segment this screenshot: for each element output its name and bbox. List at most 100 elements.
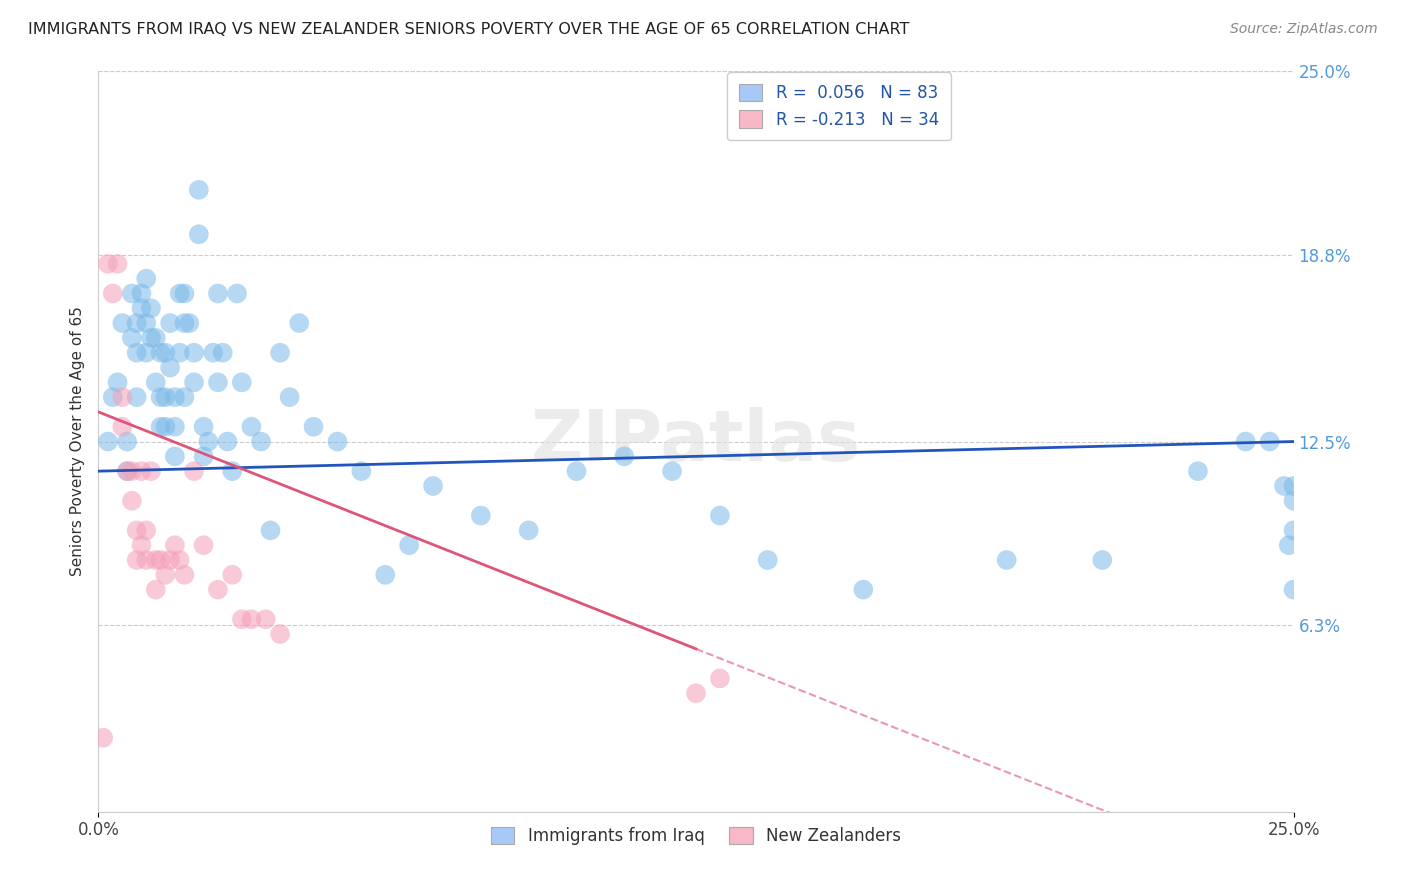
Point: [517, 524, 540, 538]
Point: [169, 286, 191, 301]
Point: [173, 390, 195, 404]
Point: [173, 316, 195, 330]
Point: [709, 672, 731, 686]
Point: [1282, 493, 1305, 508]
Point: [155, 419, 177, 434]
Point: [254, 612, 277, 626]
Point: [661, 464, 683, 478]
Point: [135, 524, 157, 538]
Point: [183, 464, 205, 478]
Point: [155, 567, 177, 582]
Point: [135, 316, 157, 330]
Point: [1282, 479, 1305, 493]
Point: [250, 434, 273, 449]
Point: [187, 227, 209, 242]
Point: [125, 316, 148, 330]
Point: [240, 419, 263, 434]
Point: [121, 493, 143, 508]
Point: [231, 612, 253, 626]
Point: [852, 582, 875, 597]
Point: [169, 553, 191, 567]
Point: [278, 390, 301, 404]
Point: [207, 376, 229, 390]
Point: [121, 286, 143, 301]
Point: [1258, 434, 1281, 449]
Point: [187, 183, 209, 197]
Y-axis label: Seniors Poverty Over the Age of 65: Seniors Poverty Over the Age of 65: [69, 307, 84, 576]
Point: [159, 316, 181, 330]
Point: [221, 464, 243, 478]
Point: [145, 331, 167, 345]
Point: [149, 553, 172, 567]
Point: [155, 390, 177, 404]
Point: [155, 345, 177, 359]
Point: [159, 553, 181, 567]
Point: [163, 419, 186, 434]
Text: IMMIGRANTS FROM IRAQ VS NEW ZEALANDER SENIORS POVERTY OVER THE AGE OF 65 CORRELA: IMMIGRANTS FROM IRAQ VS NEW ZEALANDER SE…: [28, 22, 910, 37]
Point: [115, 434, 138, 449]
Point: [91, 731, 114, 745]
Point: [398, 538, 420, 552]
Point: [125, 390, 148, 404]
Point: [149, 345, 172, 359]
Point: [1282, 582, 1305, 597]
Point: [193, 419, 215, 434]
Point: [613, 450, 636, 464]
Point: [259, 524, 281, 538]
Point: [125, 553, 148, 567]
Point: [173, 286, 195, 301]
Point: [1278, 538, 1301, 552]
Point: [163, 450, 186, 464]
Point: [101, 390, 124, 404]
Point: [1091, 553, 1114, 567]
Point: [131, 538, 153, 552]
Point: [374, 567, 396, 582]
Point: [302, 419, 325, 434]
Point: [565, 464, 588, 478]
Point: [145, 376, 167, 390]
Point: [269, 627, 291, 641]
Point: [169, 345, 191, 359]
Point: [107, 376, 129, 390]
Point: [226, 286, 249, 301]
Point: [115, 464, 138, 478]
Point: [193, 450, 215, 464]
Point: [139, 331, 162, 345]
Point: [756, 553, 779, 567]
Point: [111, 419, 134, 434]
Point: [207, 286, 229, 301]
Point: [101, 286, 124, 301]
Text: ZIPatlas: ZIPatlas: [531, 407, 860, 476]
Point: [163, 390, 186, 404]
Point: [221, 567, 243, 582]
Point: [135, 553, 157, 567]
Point: [197, 434, 219, 449]
Point: [422, 479, 444, 493]
Point: [149, 390, 172, 404]
Point: [111, 390, 134, 404]
Point: [121, 464, 143, 478]
Point: [149, 419, 172, 434]
Point: [240, 612, 263, 626]
Point: [183, 345, 205, 359]
Point: [350, 464, 373, 478]
Point: [135, 345, 157, 359]
Point: [211, 345, 233, 359]
Point: [269, 345, 291, 359]
Point: [1272, 479, 1295, 493]
Point: [1234, 434, 1257, 449]
Point: [173, 567, 195, 582]
Point: [135, 271, 157, 285]
Point: [145, 582, 167, 597]
Point: [207, 582, 229, 597]
Point: [131, 301, 153, 316]
Point: [145, 553, 167, 567]
Point: [995, 553, 1018, 567]
Point: [326, 434, 349, 449]
Point: [183, 376, 205, 390]
Point: [193, 538, 215, 552]
Point: [288, 316, 311, 330]
Point: [179, 316, 201, 330]
Point: [131, 286, 153, 301]
Point: [1282, 524, 1305, 538]
